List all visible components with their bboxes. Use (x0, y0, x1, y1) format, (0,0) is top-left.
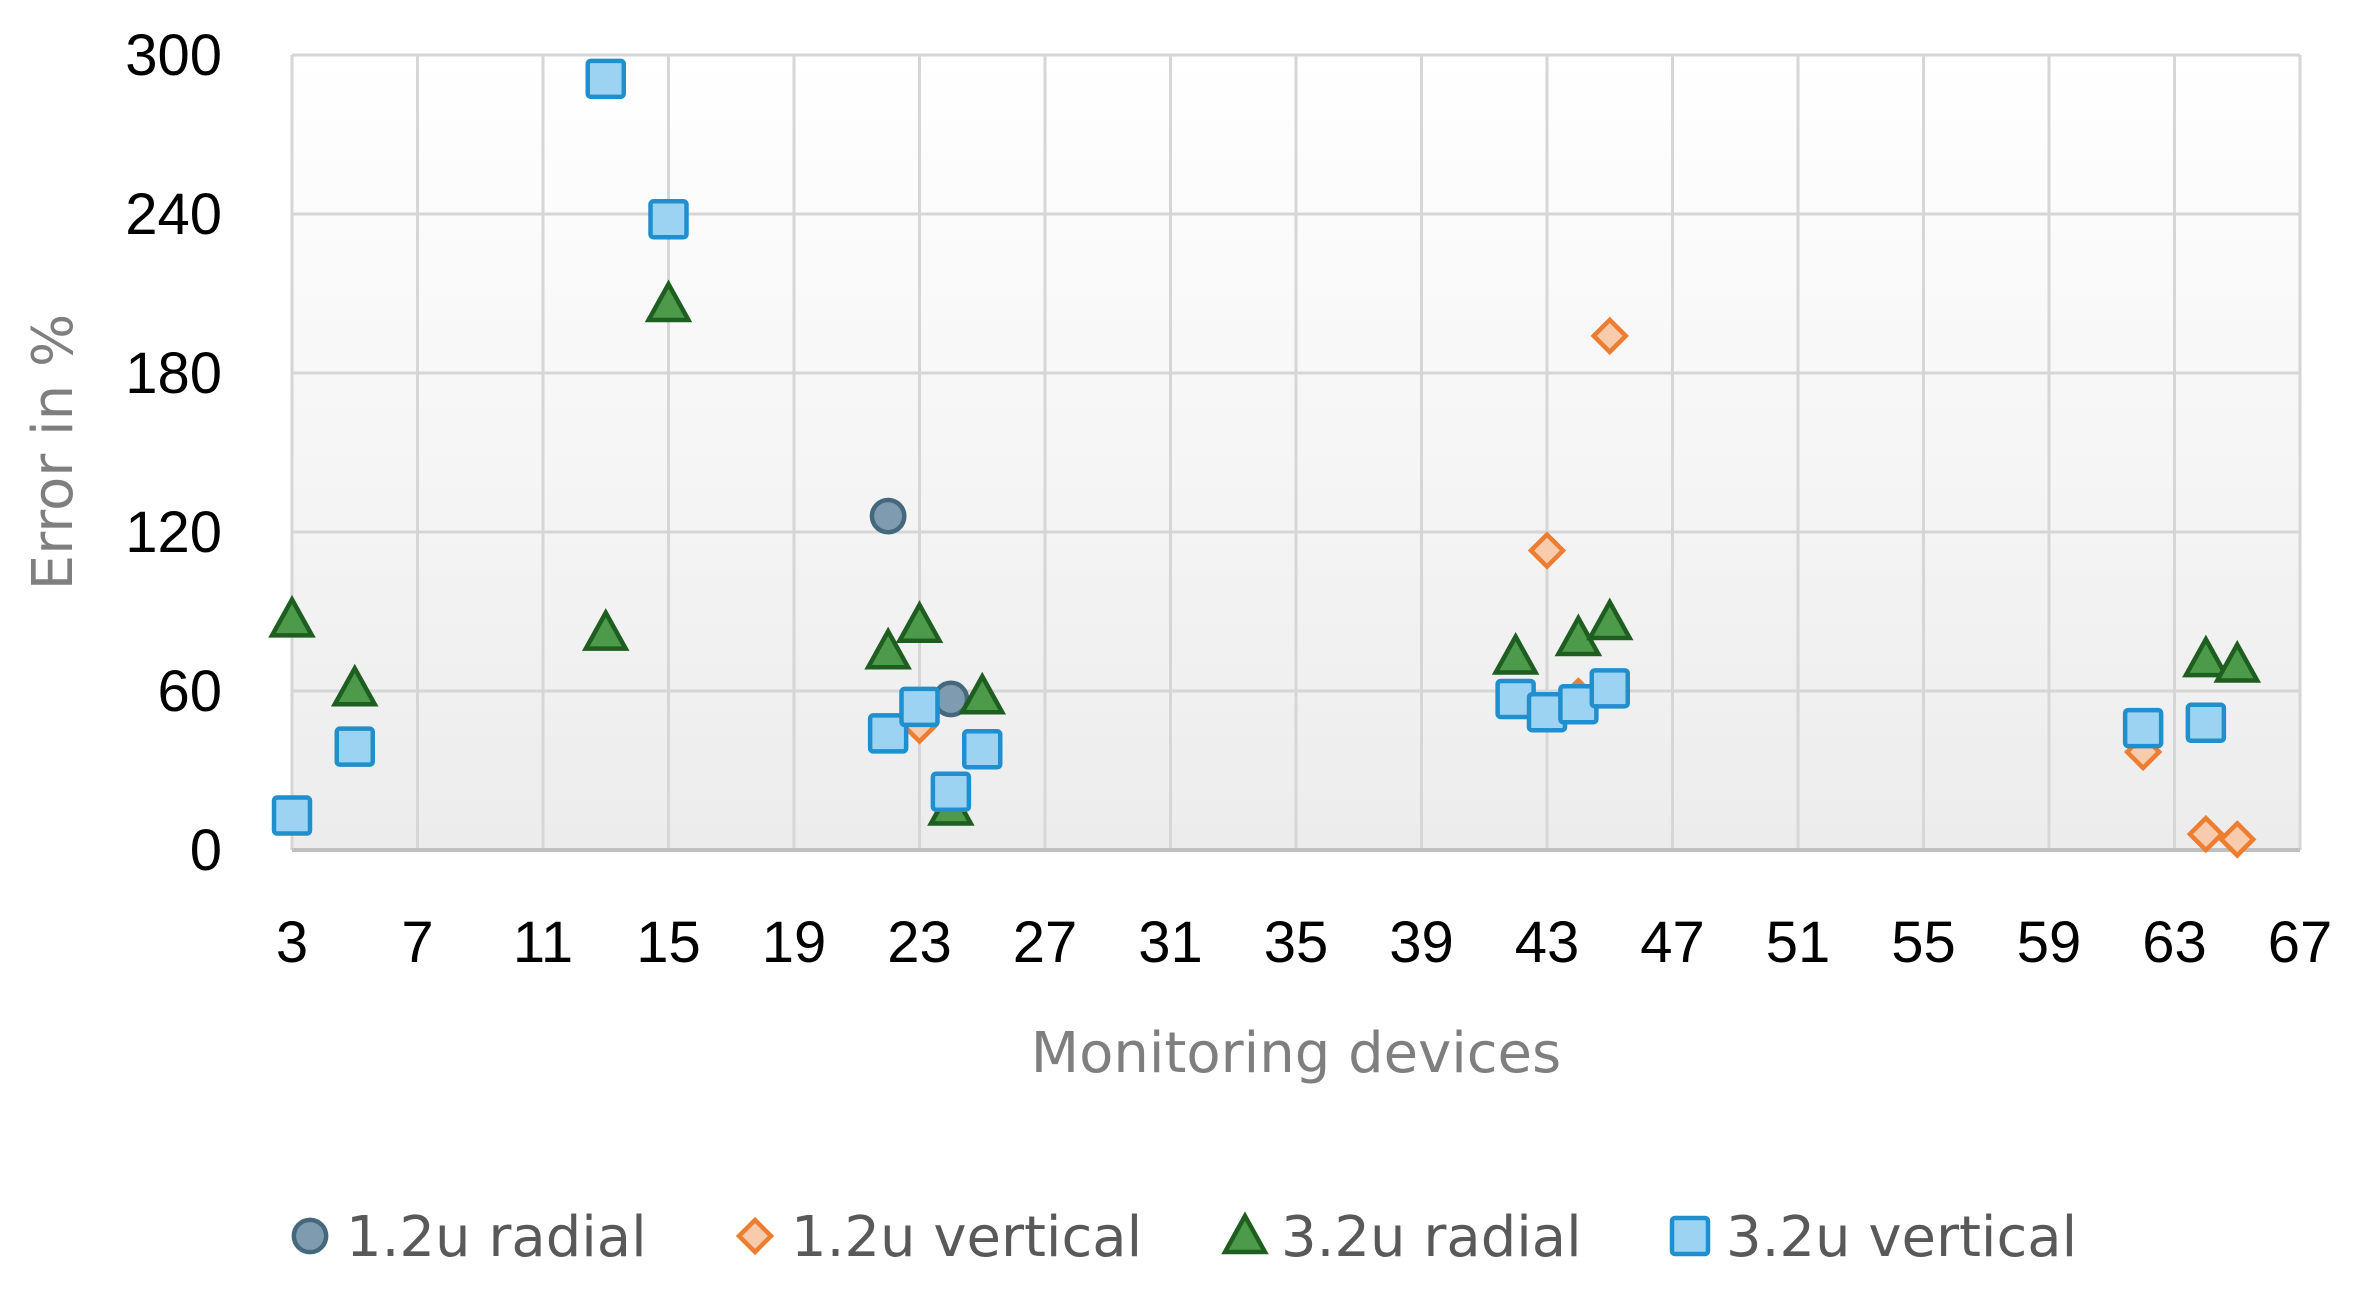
data-point (334, 726, 375, 767)
legend-marker (1669, 1215, 1711, 1257)
data-point (899, 686, 940, 728)
legend-item: 1.2u vertical (735, 1205, 1142, 1270)
x-tick-label: 3 (276, 910, 308, 975)
x-axis-title: Monitoring devices (1031, 1021, 1561, 1086)
y-tick-label: 180 (125, 341, 222, 406)
data-point (962, 729, 1003, 770)
data-point (930, 771, 972, 812)
data-point (2185, 702, 2227, 744)
y-tick-label: 120 (125, 500, 222, 565)
x-tick-label: 23 (887, 910, 952, 975)
data-point (1554, 613, 1603, 657)
data-point (585, 58, 626, 100)
x-tick-label: 31 (1138, 910, 1203, 975)
data-point (869, 497, 907, 535)
x-tick-label: 63 (2142, 910, 2207, 975)
data-point (2186, 814, 2226, 854)
data-point (581, 608, 630, 651)
legend-marker (1221, 1211, 1269, 1255)
data-point (958, 671, 1007, 715)
y-tick-label: 240 (125, 182, 222, 247)
data-point (2213, 639, 2262, 683)
data-point (864, 626, 912, 670)
data-point (867, 713, 909, 754)
x-tick-label: 47 (1640, 910, 1705, 975)
data-point (648, 199, 689, 240)
legend-marker (291, 1217, 329, 1255)
data-point (2122, 707, 2164, 749)
data-point (2182, 634, 2230, 678)
legend-item: 3.2u radial (1221, 1205, 1582, 1270)
legend-label: 1.2u vertical (791, 1205, 1142, 1270)
data-point (895, 600, 944, 643)
y-axis-title: Error in % (21, 314, 86, 590)
legend-item: 3.2u vertical (1669, 1205, 2077, 1270)
x-tick-label: 11 (513, 910, 573, 975)
x-tick-label: 7 (401, 910, 433, 975)
data-point (330, 663, 379, 707)
x-tick-label: 39 (1389, 910, 1454, 975)
x-tick-label: 27 (1013, 910, 1078, 975)
x-tick-label: 55 (1891, 910, 1956, 975)
y-tick-label: 300 (125, 23, 222, 88)
data-point (2218, 820, 2257, 859)
series-2 (268, 279, 2262, 826)
legend: 1.2u radial 1.2u vertical 3.2u radial 3.2u … (291, 1205, 2077, 1270)
series-3 (271, 58, 2227, 836)
data-point (644, 279, 693, 323)
x-tick-label: 51 (1766, 910, 1831, 975)
legend-item: 1.2u radial (291, 1205, 647, 1270)
y-tick-label: 60 (157, 659, 222, 724)
legend-label: 3.2u vertical (1726, 1205, 2077, 1270)
data-point (1527, 531, 1567, 570)
x-tick-label: 67 (2268, 910, 2333, 975)
data-point (1589, 668, 1630, 709)
legend-label: 3.2u radial (1281, 1205, 1582, 1270)
data-point (271, 795, 313, 836)
data-point (1585, 597, 1634, 641)
y-tick-label: 0 (190, 818, 222, 883)
data-point (268, 594, 316, 638)
gridlines (290, 53, 2302, 852)
x-tick-label: 43 (1515, 910, 1580, 975)
x-tick-label: 19 (762, 910, 827, 975)
legend-marker (735, 1216, 775, 1256)
data-point (1590, 316, 1629, 356)
tick-labels: 0 60 120 180 240 300 3 7 11 15 19 23 27 31 35 39 43 47 51 5… (125, 23, 2332, 975)
x-tick-label: 35 (1264, 910, 1329, 975)
legend-label: 1.2u radial (346, 1205, 647, 1270)
x-tick-label: 15 (636, 910, 701, 975)
data-points (268, 58, 2262, 859)
series-0 (869, 497, 970, 718)
x-tick-label: 59 (2017, 910, 2082, 975)
data-point (1491, 631, 1540, 675)
